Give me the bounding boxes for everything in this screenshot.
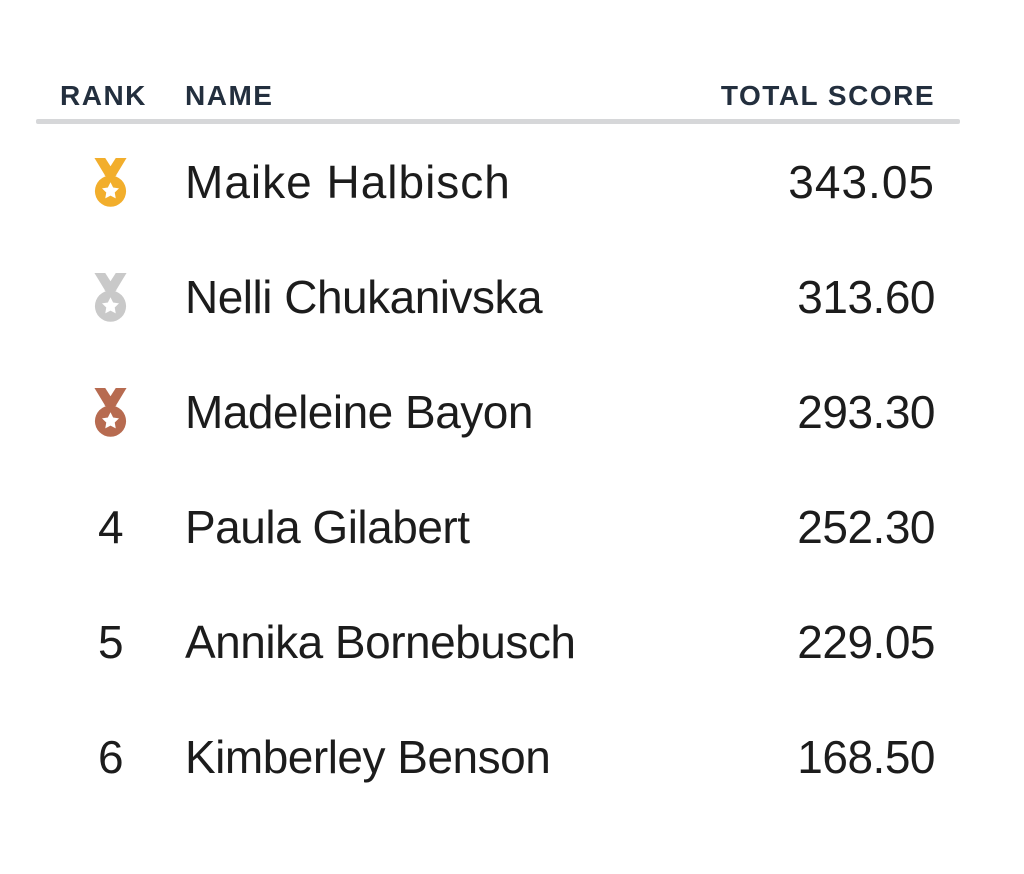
- table-row: 6 Kimberley Benson 168.50: [36, 699, 960, 814]
- table-row: 4 Paula Gilabert 252.30: [36, 469, 960, 584]
- table-row: Maike Halbisch 343.05: [36, 124, 960, 239]
- rank-cell: [36, 382, 161, 442]
- bronze-medal-icon: [94, 387, 127, 437]
- column-header-total-score: TOTAL SCORE: [720, 80, 935, 111]
- player-score: 252.30: [797, 500, 935, 553]
- rank-cell: 6: [36, 730, 161, 784]
- silver-medal-icon: [94, 272, 127, 322]
- player-score: 313.60: [797, 270, 935, 323]
- table-header-row: RANK NAME TOTAL SCORE: [36, 0, 960, 119]
- rank-number: 6: [97, 730, 124, 783]
- player-name: Maike Halbisch: [185, 155, 511, 208]
- gold-medal-icon: [94, 157, 127, 207]
- player-name: Nelli Chukanivska: [185, 270, 543, 323]
- player-score: 343.05: [788, 155, 935, 208]
- rank-number: 5: [97, 615, 124, 668]
- player-name: Madeleine Bayon: [185, 385, 533, 438]
- leaderboard-table: RANK NAME TOTAL SCORE Maike Halbisch 343…: [36, 0, 960, 814]
- column-header-rank: RANK: [60, 80, 147, 111]
- rank-number: 4: [97, 500, 124, 553]
- header-divider: [36, 119, 960, 124]
- player-score: 293.30: [797, 385, 935, 438]
- rank-cell: 5: [36, 615, 161, 669]
- rank-cell: [36, 267, 161, 327]
- rank-cell: [36, 152, 161, 212]
- rank-cell: 4: [36, 500, 161, 554]
- player-score: 168.50: [797, 730, 935, 783]
- player-name: Annika Bornebusch: [185, 615, 576, 668]
- player-name: Kimberley Benson: [185, 730, 551, 783]
- player-score: 229.05: [797, 615, 935, 668]
- player-name: Paula Gilabert: [185, 500, 470, 553]
- column-header-name: NAME: [185, 80, 274, 111]
- table-row: 5 Annika Bornebusch 229.05: [36, 584, 960, 699]
- table-row: Nelli Chukanivska 313.60: [36, 239, 960, 354]
- table-row: Madeleine Bayon 293.30: [36, 354, 960, 469]
